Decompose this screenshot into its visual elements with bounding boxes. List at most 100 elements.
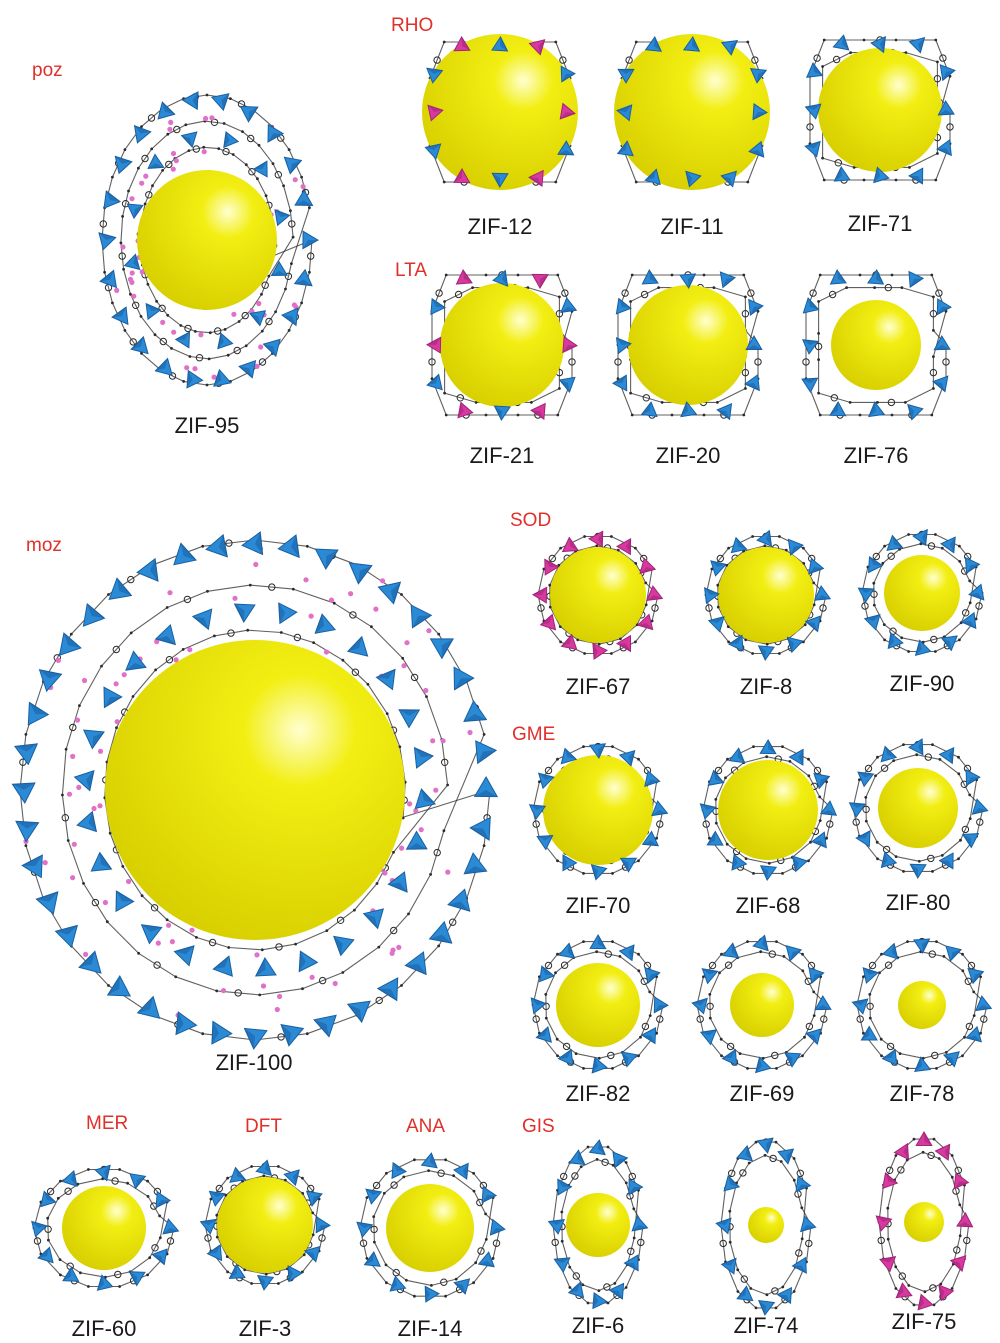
zn-tetrahedron-face bbox=[116, 891, 134, 902]
methyl-group bbox=[201, 149, 207, 155]
atom bbox=[792, 1157, 796, 1160]
zn-tetrahedron-face bbox=[406, 843, 427, 850]
atom bbox=[291, 587, 295, 591]
linker-bond bbox=[137, 148, 153, 169]
zn-tetrahedron-face bbox=[592, 1292, 598, 1309]
linker-bond bbox=[224, 321, 240, 330]
atom bbox=[784, 548, 788, 552]
linker-bond bbox=[531, 388, 560, 403]
zn-tetrahedra bbox=[356, 1152, 506, 1303]
atom bbox=[560, 1210, 564, 1214]
zn-tetrahedron-face bbox=[939, 860, 953, 869]
atom bbox=[123, 148, 127, 151]
atom bbox=[118, 1168, 121, 1171]
cage-structure bbox=[31, 1164, 180, 1291]
atom bbox=[24, 733, 28, 736]
atom bbox=[184, 123, 188, 127]
zn-tetrahedron bbox=[536, 834, 554, 851]
linker-bond bbox=[228, 946, 263, 951]
atom bbox=[274, 310, 277, 314]
zn-tetrahedron-face bbox=[745, 383, 760, 391]
atom bbox=[940, 854, 944, 857]
zn-tetrahedron-face bbox=[217, 333, 224, 349]
zn-tetrahedron-face bbox=[531, 998, 546, 1005]
zn-tetrahedron-face bbox=[538, 39, 545, 55]
cage-label-zif-90: ZIF-90 bbox=[889, 671, 955, 696]
atom bbox=[287, 329, 291, 332]
atom bbox=[484, 413, 488, 417]
atom bbox=[894, 855, 898, 858]
linker-bond bbox=[376, 852, 394, 884]
zn-tetrahedron-face bbox=[107, 976, 120, 995]
linker-bond bbox=[696, 976, 704, 1006]
linker-bond bbox=[737, 951, 761, 959]
linker-bond bbox=[720, 1224, 727, 1262]
atom bbox=[825, 836, 828, 840]
zn-tetrahedron-face bbox=[732, 854, 738, 870]
imidazolate-ring bbox=[192, 145, 201, 153]
imidazolate-ring bbox=[165, 160, 173, 169]
linker-bond bbox=[268, 236, 294, 277]
atom bbox=[291, 235, 295, 239]
atom bbox=[385, 1281, 388, 1285]
linker-bond bbox=[386, 1159, 415, 1174]
atom bbox=[181, 648, 185, 651]
zn-tetrahedron-face bbox=[99, 852, 112, 870]
zn-tetrahedron-face bbox=[820, 810, 837, 816]
atom bbox=[932, 387, 935, 390]
cage-structure bbox=[614, 34, 770, 190]
linker-bond bbox=[793, 1180, 803, 1208]
imidazolate-ring bbox=[946, 123, 954, 131]
atom bbox=[716, 605, 720, 609]
linker-bond bbox=[245, 164, 258, 180]
atom bbox=[708, 1016, 712, 1020]
cage-structure bbox=[530, 934, 669, 1074]
linker-bond bbox=[195, 330, 211, 334]
atom bbox=[300, 301, 303, 305]
zn-tetrahedron-face bbox=[399, 709, 420, 716]
imidazolate-ring bbox=[99, 220, 108, 228]
imidazolate-ring bbox=[114, 1270, 122, 1279]
atom bbox=[366, 682, 370, 686]
zn-tetrahedron-face bbox=[155, 358, 168, 371]
methyl-group bbox=[348, 591, 354, 597]
atom bbox=[474, 1261, 478, 1265]
zn-tetrahedron-face bbox=[790, 545, 803, 555]
imidazolate-ring bbox=[805, 1022, 814, 1031]
linker-bond bbox=[783, 955, 804, 972]
atom bbox=[650, 619, 654, 623]
zn-tetrahedron-face bbox=[541, 966, 555, 976]
methyl-group bbox=[373, 606, 379, 612]
imidazolate-ring bbox=[390, 1181, 398, 1189]
methyl-group bbox=[332, 980, 338, 987]
imidazolate-ring bbox=[813, 766, 822, 775]
zn-tetrahedron-face bbox=[137, 996, 154, 1013]
zn-tetrahedron-face bbox=[174, 945, 194, 955]
atom bbox=[720, 1054, 723, 1058]
imidazolate-ring bbox=[942, 358, 950, 366]
zn-tetrahedron-face bbox=[753, 112, 767, 120]
zn-tetrahedron-face bbox=[458, 402, 464, 418]
zn-tetrahedron-face bbox=[529, 804, 546, 810]
zn-tetrahedron-face bbox=[876, 270, 884, 285]
imidazolate-ring bbox=[544, 766, 553, 775]
linker-bond bbox=[188, 146, 204, 152]
methyl-group bbox=[445, 869, 451, 875]
zn-tetrahedron-face bbox=[800, 1225, 816, 1232]
atom bbox=[131, 695, 135, 698]
imidazolate-ring bbox=[46, 1187, 55, 1196]
atom bbox=[963, 1035, 966, 1039]
atom bbox=[864, 819, 868, 823]
linker-bond bbox=[258, 144, 274, 164]
linker-bond bbox=[167, 124, 187, 135]
atom bbox=[597, 642, 601, 646]
linker-bond bbox=[441, 739, 449, 786]
atom bbox=[215, 989, 219, 993]
linker-bond bbox=[630, 392, 663, 403]
atom bbox=[365, 1257, 369, 1260]
zn-tetrahedron-face bbox=[766, 1138, 773, 1153]
cage-structure bbox=[98, 91, 320, 389]
atom bbox=[648, 1014, 652, 1017]
pore-sphere bbox=[62, 1186, 146, 1270]
atom bbox=[115, 726, 118, 730]
